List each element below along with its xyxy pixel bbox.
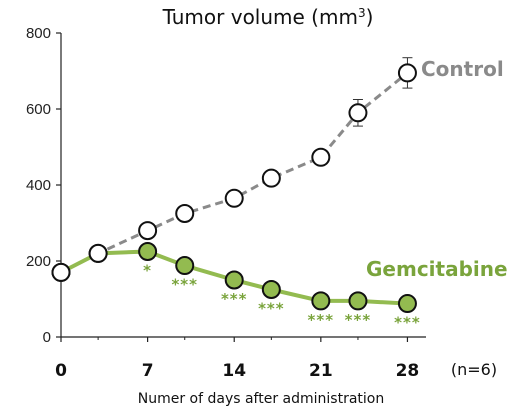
significance-label: *** [308,311,335,329]
x-tick-label: 21 [309,361,333,381]
significance-label: *** [171,276,198,294]
data-point-control [51,262,71,282]
data-point-gemcitabine [224,270,244,290]
x-tick-label: 0 [55,361,67,381]
y-tick-label: 800 [26,25,51,42]
data-point-gemcitabine [311,291,331,311]
significance-label: *** [394,314,421,332]
significance-label: *** [258,300,285,318]
x-tick-label: 7 [142,361,154,381]
significance-label: * [143,262,152,280]
x-tick-label: 28 [396,361,420,381]
data-point-gemcitabine [175,256,195,276]
data-point-control [348,103,368,123]
series-markers [51,57,417,314]
chart-title-text: Tumor volume (mm [162,5,358,29]
y-tick-label: 200 [26,253,51,270]
data-point-gemcitabine [261,280,281,299]
axes: 0 200 400 600 800 0 7 14 21 28 [26,25,426,381]
data-point-gemcitabine [138,242,158,261]
data-point-control [88,243,108,263]
data-point-gemcitabine [348,291,368,311]
series-line-control [60,71,409,274]
data-point-control [224,188,244,208]
chart-title-superscript: 3 [358,6,366,20]
y-tick-label: 600 [26,101,51,118]
series-label-gemcitabine: Gemcitabine [366,257,508,281]
data-point-control [138,221,158,241]
data-point-gemcitabine [397,294,417,314]
x-tick-label: 14 [222,361,246,381]
chart-title-close: ) [366,5,374,29]
data-point-control [175,204,195,223]
data-point-control [397,63,417,83]
x-axis-label: Numer of days after administration [138,391,385,407]
sample-size-note: (n=6) [451,360,497,379]
significance-label: *** [345,311,372,329]
significance-label: *** [221,290,248,308]
y-tick-label: 0 [43,329,51,346]
y-tick-label: 400 [26,177,51,194]
chart-title: Tumor volume (mm3) [162,5,374,29]
data-point-control [311,147,331,167]
data-point-control [261,168,281,188]
series-label-control: Control [421,57,504,81]
